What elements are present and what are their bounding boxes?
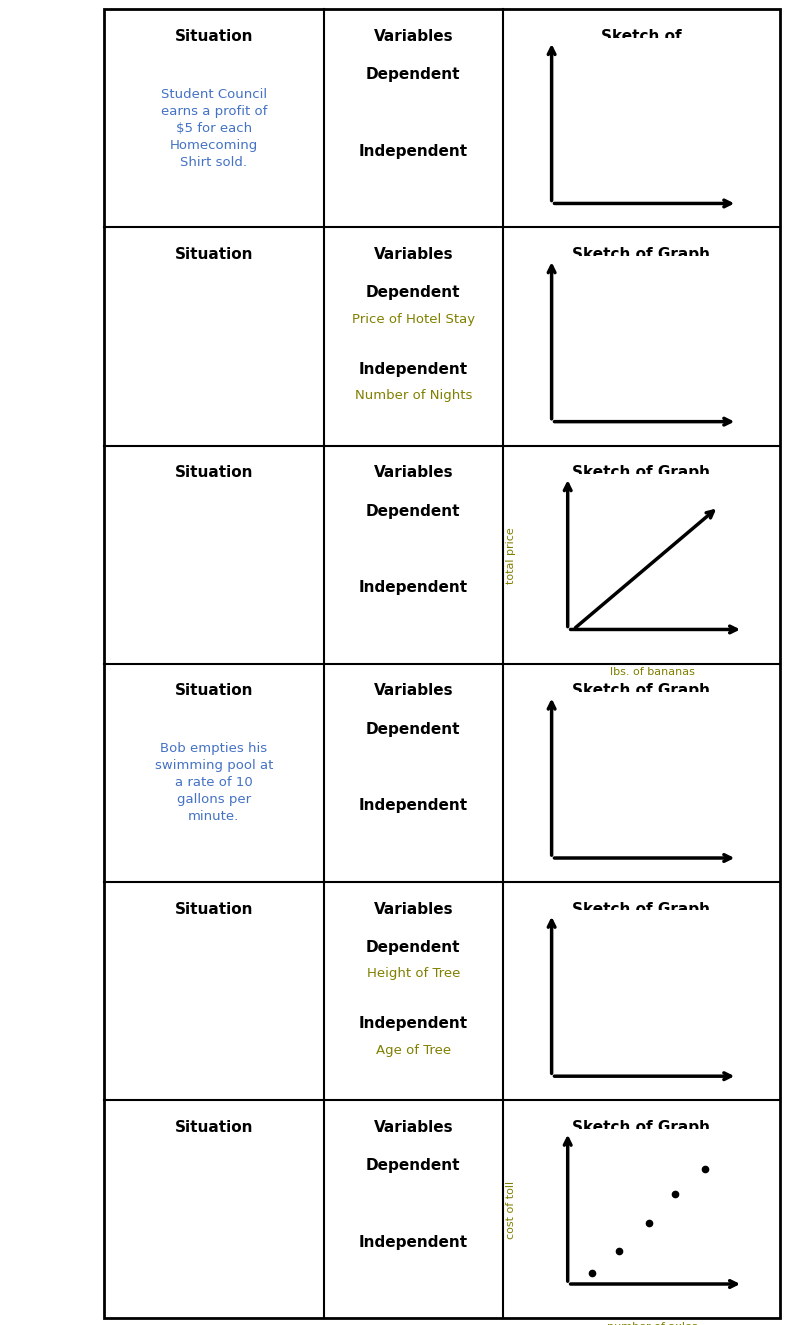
Text: Height of Tree: Height of Tree (366, 967, 460, 980)
Text: Variables: Variables (374, 901, 453, 917)
Text: Situation: Situation (174, 465, 253, 480)
Text: Situation: Situation (174, 1120, 253, 1134)
Text: Variables: Variables (374, 29, 453, 44)
Text: Dependent: Dependent (366, 285, 461, 301)
Text: Dependent: Dependent (366, 1158, 461, 1173)
Text: Sketch of Graph: Sketch of Graph (573, 1120, 710, 1134)
Text: Sketch of Graph: Sketch of Graph (573, 465, 710, 480)
Text: Independent: Independent (358, 1016, 468, 1031)
Text: Independent: Independent (358, 1235, 468, 1249)
Text: Variables: Variables (374, 1120, 453, 1134)
Text: Age of Tree: Age of Tree (376, 1044, 451, 1056)
Text: total price: total price (506, 527, 516, 584)
Text: Sketch of Graph: Sketch of Graph (573, 684, 710, 698)
Text: Sketch of
Graph: Sketch of Graph (601, 29, 682, 62)
Text: Number of Nights: Number of Nights (354, 390, 472, 401)
Text: Independent: Independent (358, 143, 468, 159)
Text: Dependent: Dependent (366, 939, 461, 955)
Text: Variables: Variables (374, 465, 453, 480)
Text: Situation: Situation (174, 29, 253, 44)
Text: Sketch of Graph: Sketch of Graph (573, 246, 710, 262)
Text: Variables: Variables (374, 684, 453, 698)
Text: Variables: Variables (374, 246, 453, 262)
Text: Dependent: Dependent (366, 722, 461, 737)
Text: Bob empties his
swimming pool at
a rate of 10
gallons per
minute.: Bob empties his swimming pool at a rate … (154, 742, 273, 823)
Bar (104, 9, 780, 1318)
Text: lbs. of bananas: lbs. of bananas (610, 666, 695, 677)
Text: cost of toll: cost of toll (506, 1182, 516, 1239)
Text: Situation: Situation (174, 684, 253, 698)
Text: Dependent: Dependent (366, 68, 461, 82)
Text: number of axles: number of axles (607, 1321, 698, 1325)
Text: Student Council
earns a profit of
$5 for each
Homecoming
Shirt sold.: Student Council earns a profit of $5 for… (161, 87, 267, 168)
Text: Sketch of Graph: Sketch of Graph (573, 901, 710, 917)
Text: Independent: Independent (358, 798, 468, 814)
Text: Dependent: Dependent (366, 504, 461, 518)
Text: Independent: Independent (358, 362, 468, 376)
Text: Situation: Situation (174, 901, 253, 917)
Text: Price of Hotel Stay: Price of Hotel Stay (352, 313, 475, 326)
Text: Independent: Independent (358, 580, 468, 595)
Text: Situation: Situation (174, 246, 253, 262)
